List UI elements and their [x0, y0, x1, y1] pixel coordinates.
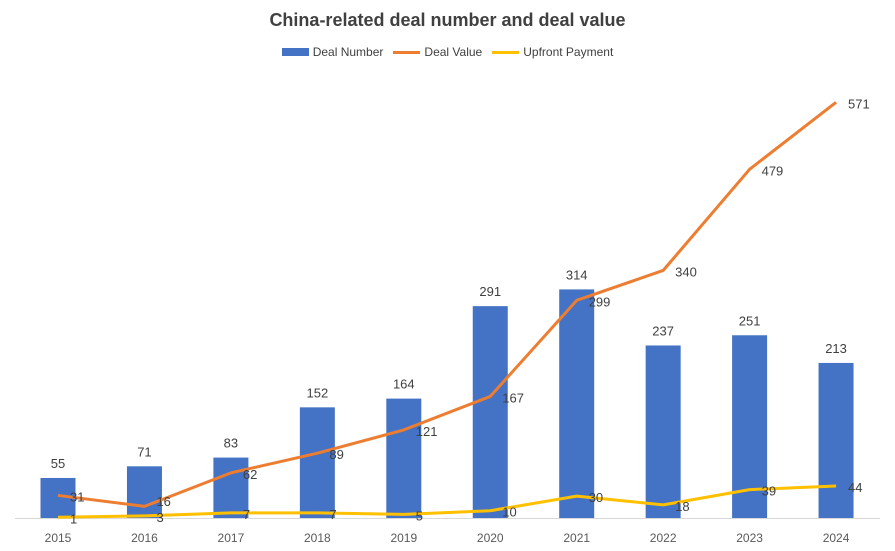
- bar: [126, 466, 162, 518]
- legend-item-deal-number: Deal Number: [281, 45, 384, 59]
- bar-data-label: 164: [393, 377, 415, 392]
- legend: Deal Number Deal Value Upfront Payment: [0, 45, 895, 59]
- line-upfront-payment: [57, 484, 837, 519]
- x-tick-label: 2018: [304, 531, 331, 545]
- x-tick-label: 2023: [736, 531, 763, 545]
- line-data-label: 167: [502, 390, 524, 405]
- bar: [732, 335, 768, 518]
- line-data-label: 5: [416, 508, 423, 523]
- legend-label: Deal Number: [312, 45, 384, 59]
- line-data-label: 44: [848, 480, 862, 495]
- x-tick-label: 2020: [477, 531, 504, 545]
- bar-data-label: 152: [306, 385, 328, 400]
- line-data-label: 3: [156, 510, 163, 525]
- legend-swatch: [492, 50, 520, 54]
- bar-data-label: 213: [825, 341, 847, 356]
- line-data-label: 7: [329, 507, 336, 522]
- line-data-label: 18: [675, 499, 689, 514]
- line-data-label: 62: [243, 467, 257, 482]
- line-data-label: 299: [589, 294, 611, 309]
- bar: [472, 306, 508, 518]
- bar-data-label: 314: [566, 267, 588, 282]
- line-data-label: 39: [762, 484, 776, 499]
- line-data-label: 479: [762, 163, 784, 178]
- x-tick-label: 2016: [131, 531, 158, 545]
- bar: [386, 398, 422, 518]
- bar: [213, 457, 249, 518]
- legend-item-upfront-payment: Upfront Payment: [492, 45, 613, 59]
- bar: [645, 345, 681, 518]
- x-tick-label: 2017: [218, 531, 245, 545]
- bar-data-label: 83: [224, 436, 238, 451]
- bar: [818, 362, 854, 518]
- line-data-label: 89: [329, 447, 343, 462]
- line-data-label: 1: [70, 511, 77, 526]
- legend-label: Upfront Payment: [523, 45, 614, 59]
- chart-title: China-related deal number and deal value: [269, 10, 626, 30]
- bar-data-label: 291: [479, 284, 501, 299]
- line-data-label: 31: [70, 489, 84, 504]
- x-tick-label: 2021: [563, 531, 590, 545]
- x-tick-label: 2024: [823, 531, 850, 545]
- bar: [299, 407, 335, 518]
- bar-data-label: 237: [652, 323, 674, 338]
- x-tick-label: 2022: [650, 531, 677, 545]
- line-data-label: 30: [589, 490, 603, 505]
- line-deal-value: [57, 101, 837, 508]
- line-data-label: 340: [675, 264, 697, 279]
- bar: [559, 289, 595, 518]
- line-data-label: 10: [502, 505, 516, 520]
- line-data-label: 16: [156, 494, 170, 509]
- legend-swatch: [393, 50, 421, 54]
- x-tick-label: 2015: [45, 531, 72, 545]
- bar-data-label: 55: [51, 456, 65, 471]
- line-data-label: 7: [243, 507, 250, 522]
- x-tick-label: 2019: [390, 531, 417, 545]
- legend-label: Deal Value: [424, 45, 483, 59]
- legend-swatch: [281, 48, 309, 56]
- bar-data-label: 71: [137, 444, 151, 459]
- line-data-label: 571: [848, 96, 870, 111]
- bar-data-label: 251: [739, 313, 761, 328]
- legend-item-deal-value: Deal Value: [393, 45, 482, 59]
- line-data-label: 121: [416, 424, 438, 439]
